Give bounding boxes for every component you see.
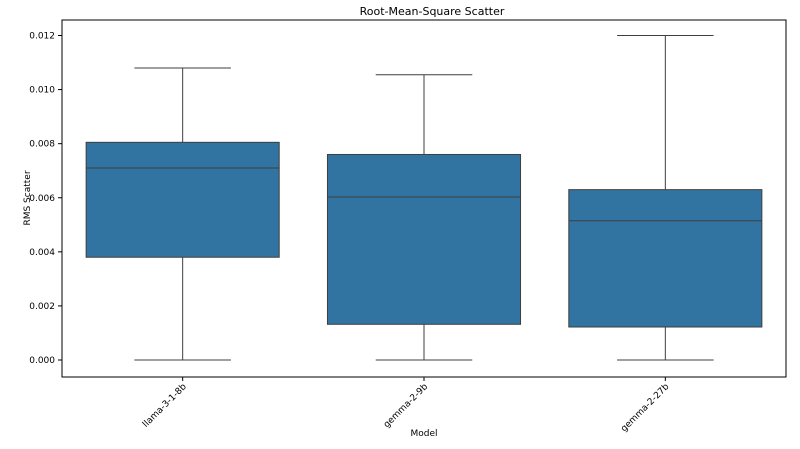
x-tick-label-llama-3-1-8b: llama-3-1-8b bbox=[141, 382, 189, 430]
chart-title: Root-Mean-Square Scatter bbox=[360, 5, 505, 18]
y-tick-label: 0.002 bbox=[29, 302, 55, 312]
box-llama-3-1-8b bbox=[85, 141, 280, 258]
y-axis-label: RMS Scatter bbox=[23, 170, 33, 225]
y-tick-label: 0.008 bbox=[29, 140, 55, 150]
box-gemma-2-27b bbox=[568, 189, 763, 328]
y-tick-label: 0.006 bbox=[29, 194, 55, 204]
x-axis-label: Model bbox=[410, 429, 437, 439]
plot-frame bbox=[61, 19, 787, 378]
x-tick-label-gemma-2-9b: gemma-2-9b bbox=[382, 382, 430, 430]
plot-area: llama-3-1-8b gemma-2-9b gemma-2-27b 0.000 0.… bbox=[29, 19, 787, 434]
y-tick-label: 0.012 bbox=[29, 32, 55, 42]
y-tick-label: 0.000 bbox=[29, 356, 55, 366]
x-tick-label-gemma-2-27b: gemma-2-27b bbox=[619, 382, 671, 434]
y-tick-label: 0.004 bbox=[29, 248, 55, 258]
box-gemma-2-9b bbox=[326, 153, 522, 325]
y-tick-label: 0.010 bbox=[29, 86, 55, 96]
